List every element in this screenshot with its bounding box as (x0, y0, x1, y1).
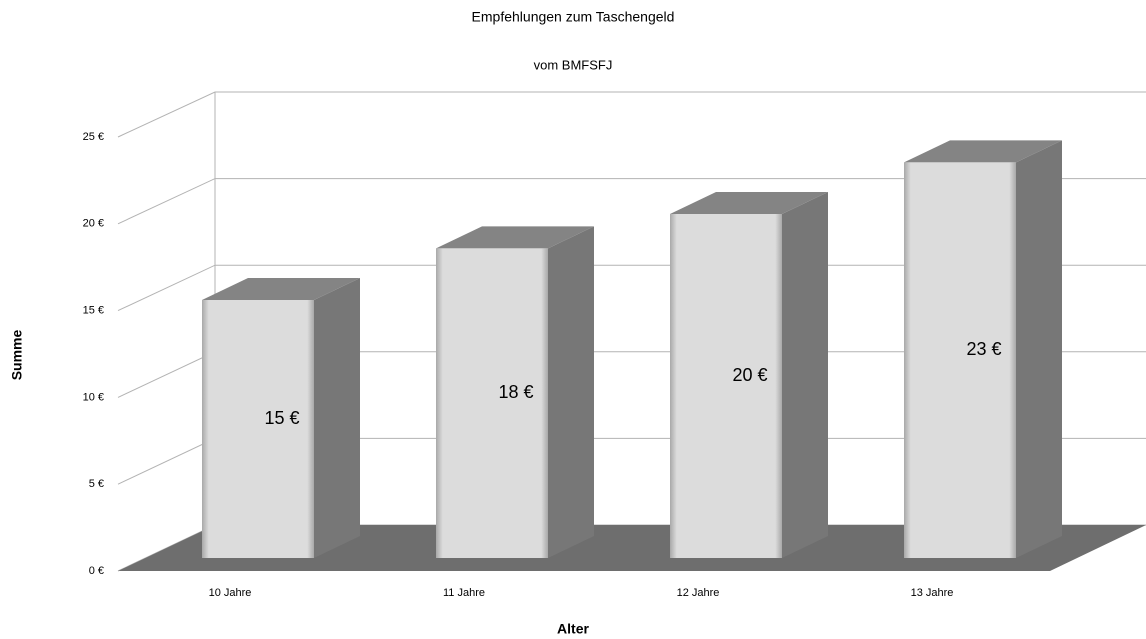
bar (670, 214, 782, 558)
y-axis-label: Summe (9, 330, 25, 381)
chart-title: Empfehlungen zum Taschengeld (472, 9, 675, 25)
x-tick-label: 13 Jahre (911, 587, 954, 599)
bar-side (548, 226, 594, 558)
bar-top (670, 192, 828, 214)
x-axis-label: Alter (557, 621, 589, 637)
bar (436, 248, 548, 558)
x-tick-label: 11 Jahre (443, 587, 485, 599)
bar (904, 162, 1016, 558)
data-label: 15 € (264, 408, 299, 428)
y-tick-label: 10 € (83, 391, 104, 403)
bar-top (202, 278, 360, 300)
bar-side (1016, 140, 1062, 558)
bar-top (904, 140, 1062, 163)
x-tick-label: 12 Jahre (677, 587, 720, 599)
bar-top (436, 226, 594, 249)
bar-side (314, 278, 360, 558)
x-tick-label: 10 Jahre (209, 587, 252, 599)
y-tick-label: 5 € (89, 478, 104, 490)
y-tick-label: 0 € (89, 565, 104, 577)
chart-subtitle: vom BMFSFJ (534, 57, 613, 72)
y-tick-label: 15 € (83, 305, 104, 317)
bar-side (782, 192, 828, 558)
bar (202, 300, 314, 558)
floor (118, 525, 1146, 571)
y-tick-label: 20 € (83, 218, 104, 230)
grid-line (117, 91, 1146, 138)
y-tick-label: 25 € (83, 131, 104, 143)
data-label: 20 € (732, 365, 767, 385)
data-label: 18 € (498, 382, 533, 402)
data-label: 23 € (966, 339, 1001, 359)
